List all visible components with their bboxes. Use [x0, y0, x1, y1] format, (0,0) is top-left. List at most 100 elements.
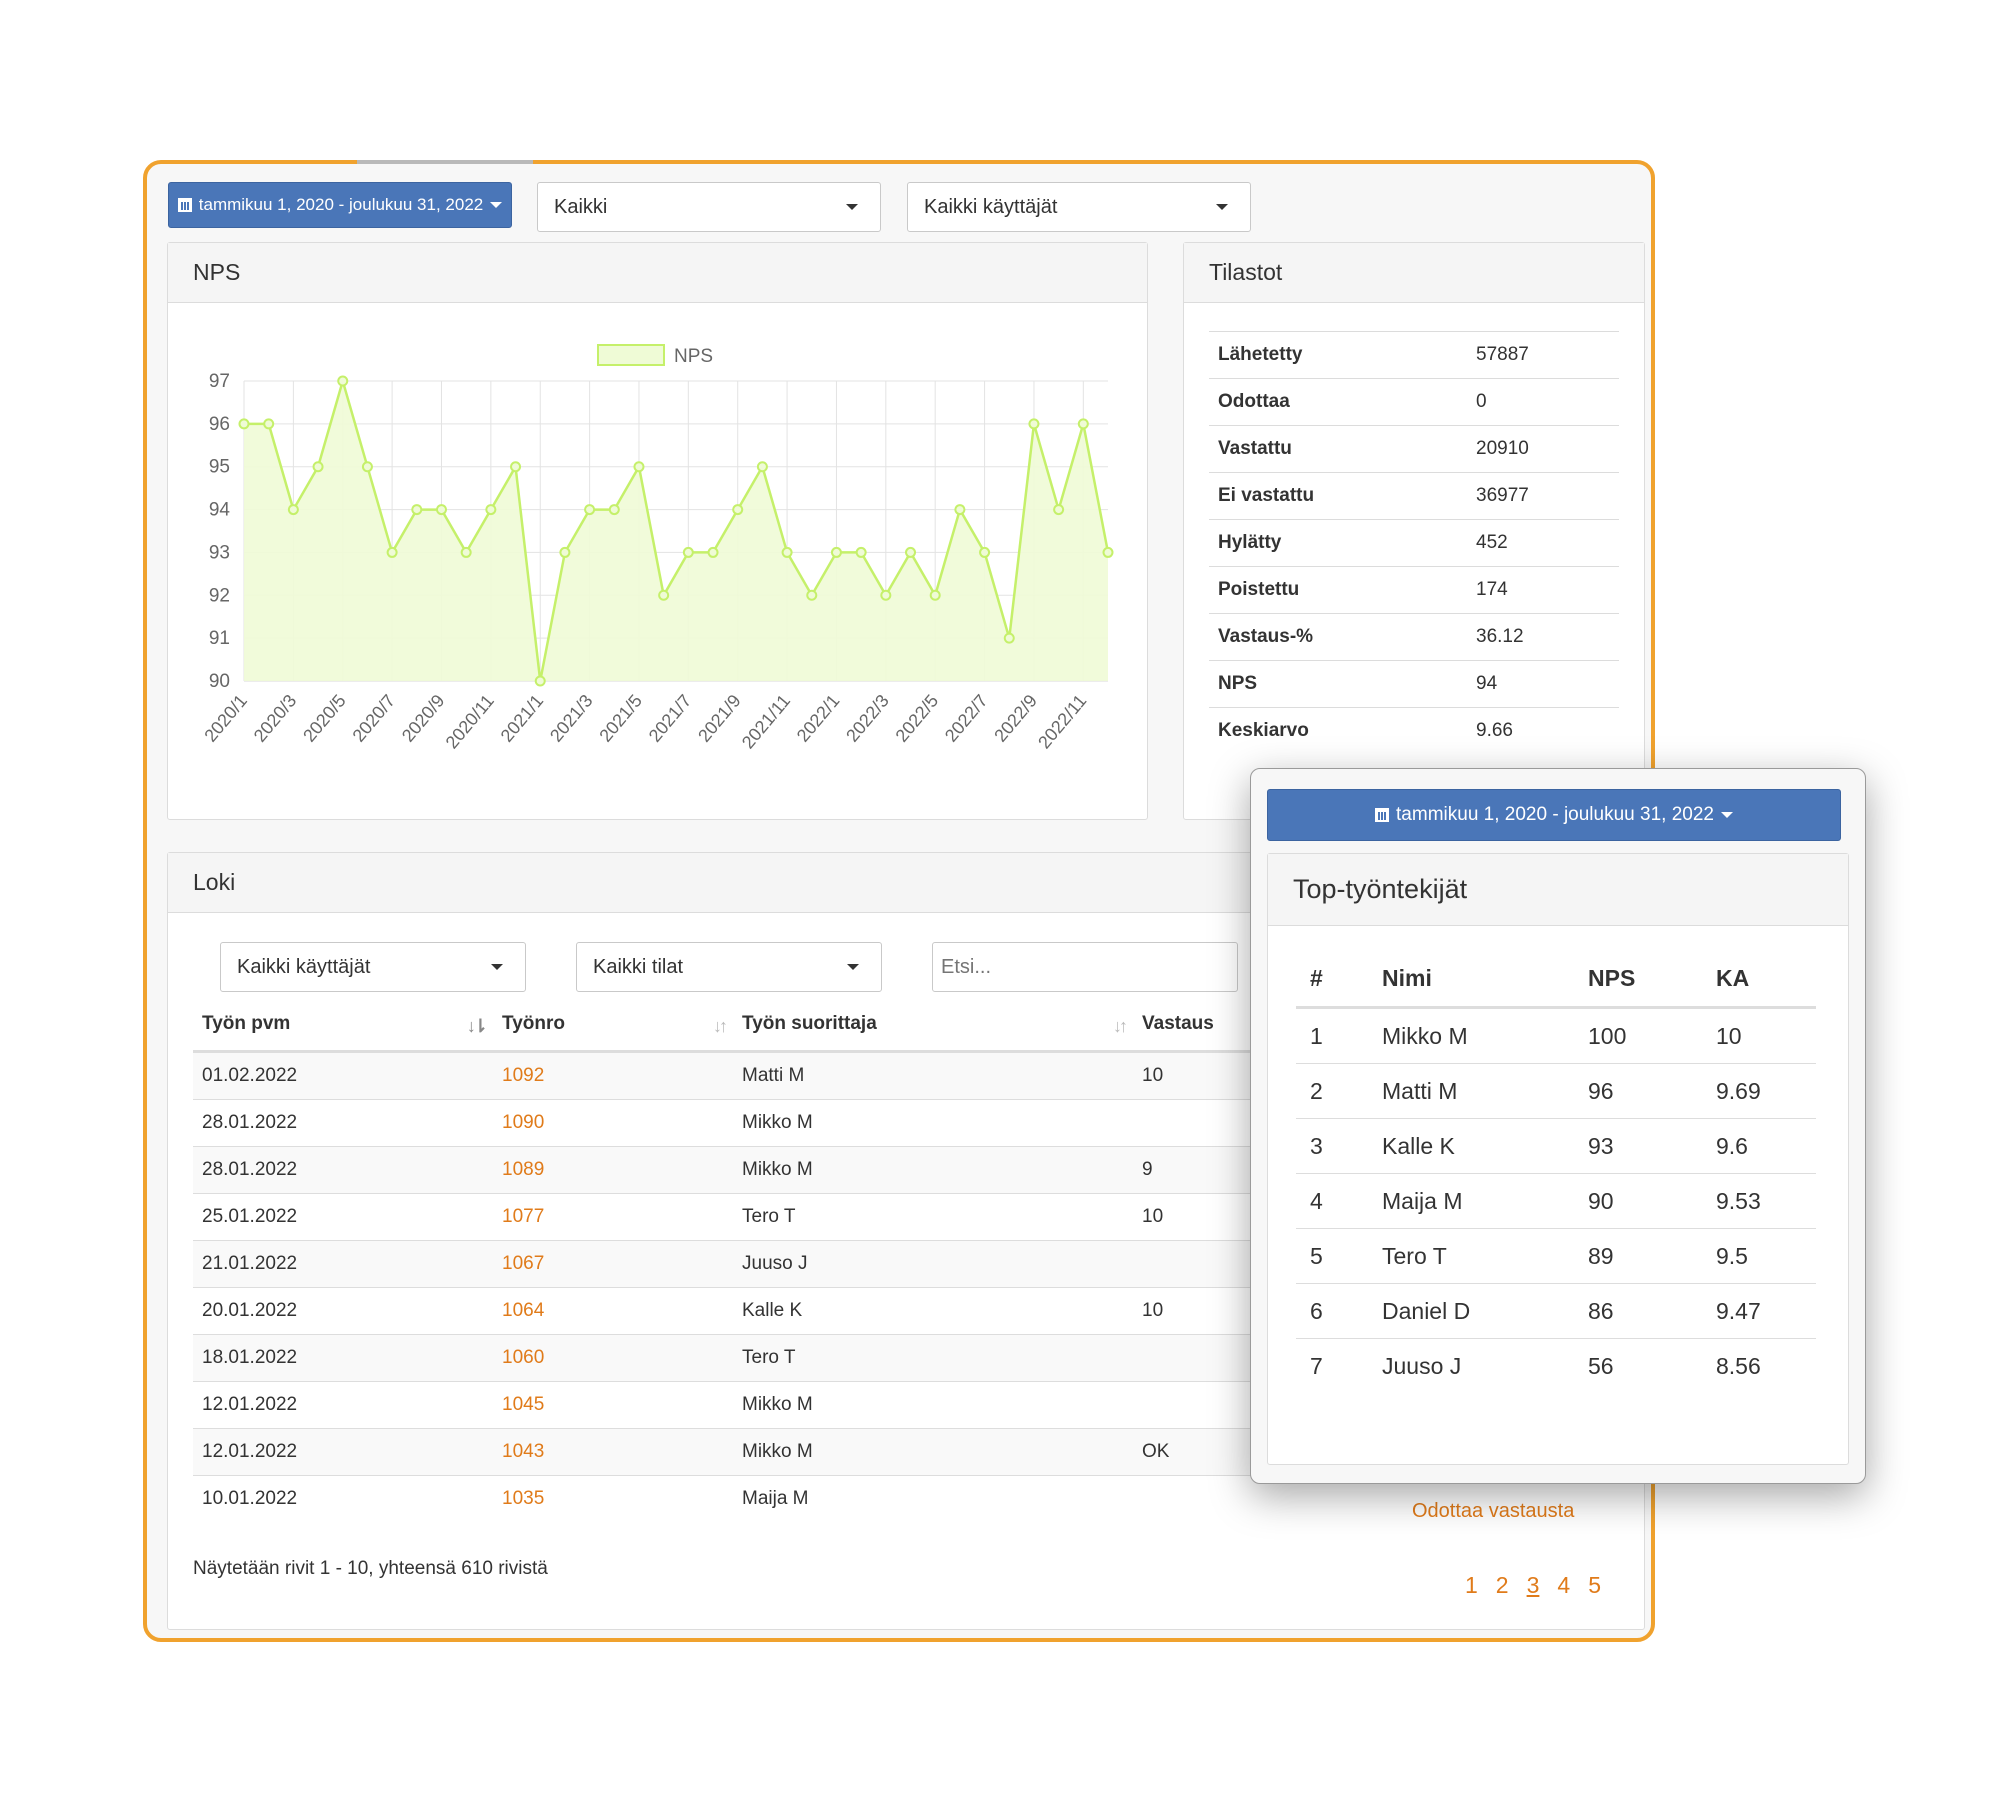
- x-tick-label: 2022/11: [1034, 691, 1090, 753]
- cell-nps: 56: [1574, 1338, 1702, 1393]
- type-select[interactable]: Kaikki: [537, 182, 881, 232]
- nps-point: [337, 375, 349, 387]
- cell-worker: Tero T: [733, 1193, 1133, 1241]
- x-tick-label: 2021/1: [497, 691, 548, 746]
- col-header-job[interactable]: Työnro ↓↑: [493, 998, 733, 1053]
- nps-point: [238, 418, 250, 430]
- x-tick-label: 2021/7: [645, 691, 696, 746]
- cell-job-link[interactable]: 1089: [493, 1146, 733, 1194]
- stats-panel: Tilastot Lähetetty 57887 Odottaa 0 Vastattu 2…: [1183, 242, 1645, 820]
- page-link[interactable]: 5: [1588, 1572, 1601, 1598]
- cell-nps: 90: [1574, 1173, 1702, 1229]
- col-header-date-label: Työn pvm: [202, 1013, 291, 1034]
- sort-icon[interactable]: ↓↑: [1113, 1016, 1128, 1036]
- stats-row: Hylätty 452: [1209, 519, 1619, 567]
- col-header-answer-label: Vastaus: [1142, 1013, 1214, 1034]
- user-select[interactable]: Kaikki käyttäjät: [907, 182, 1251, 232]
- cell-answer: 10: [1133, 1051, 1271, 1100]
- status-awaiting-answer[interactable]: Odottaa vastausta: [1412, 1500, 1575, 1522]
- cell-job-link[interactable]: 1045: [493, 1381, 733, 1429]
- cell-job-link[interactable]: 1064: [493, 1287, 733, 1335]
- page-link[interactable]: 4: [1557, 1572, 1571, 1598]
- nps-point: [658, 589, 670, 601]
- cell-name: Mikko M: [1368, 1007, 1574, 1064]
- type-select-value: Kaikki: [554, 195, 608, 218]
- top-worker-row: 6 Daniel D 86 9.47: [1296, 1283, 1816, 1339]
- stats-row: Vastattu 20910: [1209, 425, 1619, 473]
- date-range-button[interactable]: tammikuu 1, 2020 - joulukuu 31, 2022: [168, 182, 512, 228]
- log-status-select[interactable]: Kaikki tilat: [576, 942, 882, 992]
- sort-desc-icon[interactable]: ↓⇂: [466, 1016, 488, 1036]
- page-link[interactable]: 2: [1495, 1572, 1509, 1598]
- chevron-down-icon: [1216, 204, 1228, 210]
- cell-job-link[interactable]: 1060: [493, 1334, 733, 1382]
- log-user-select[interactable]: Kaikki käyttäjät: [220, 942, 526, 992]
- nps-point: [682, 546, 694, 558]
- cell-job-link[interactable]: 1092: [493, 1051, 733, 1100]
- y-tick-label: 97: [209, 371, 230, 392]
- table-row[interactable]: 20.01.2022 1064 Kalle K 10: [193, 1287, 1271, 1335]
- stats-label: Hylätty: [1209, 519, 1467, 567]
- cell-worker: Matti M: [733, 1051, 1133, 1100]
- cell-name: Daniel D: [1368, 1283, 1574, 1339]
- chevron-down-icon: [1720, 812, 1733, 818]
- x-tick-label: 2022/3: [842, 691, 893, 746]
- top-workers-title: Top-työntekijät: [1268, 854, 1848, 926]
- stats-row: NPS 94: [1209, 660, 1619, 708]
- cell-worker: Kalle K: [733, 1287, 1133, 1335]
- y-tick-label: 95: [209, 457, 230, 478]
- stats-value: 36.12: [1467, 613, 1619, 661]
- table-row[interactable]: 18.01.2022 1060 Tero T: [193, 1334, 1271, 1382]
- page-link[interactable]: 1: [1465, 1572, 1478, 1598]
- stats-label: Poistettu: [1209, 566, 1467, 614]
- col-header-worker[interactable]: Työn suorittaja ↓↑: [733, 998, 1133, 1053]
- cell-ka: 9.69: [1702, 1063, 1816, 1119]
- y-tick-label: 94: [209, 500, 231, 521]
- cell-answer: 10: [1133, 1287, 1271, 1335]
- x-tick-label: 2022/1: [793, 691, 844, 746]
- popup-date-range-button[interactable]: tammikuu 1, 2020 - joulukuu 31, 2022: [1267, 789, 1841, 841]
- log-search-input[interactable]: [932, 942, 1238, 992]
- popup-date-range-label: tammikuu 1, 2020 - joulukuu 31, 2022: [1396, 804, 1714, 825]
- table-row[interactable]: 12.01.2022 1043 Mikko M OK: [193, 1428, 1271, 1476]
- cell-rank: 1: [1296, 1007, 1368, 1064]
- cell-date: 18.01.2022: [193, 1334, 493, 1382]
- cell-job-link[interactable]: 1043: [493, 1428, 733, 1476]
- nps-chart: 90 91 92 93 94 95 96 97 2020/12020/32020/52020/7…: [200, 344, 1114, 753]
- table-row[interactable]: 21.01.2022 1067 Juuso J: [193, 1240, 1271, 1288]
- nps-point: [707, 546, 719, 558]
- table-row[interactable]: 10.01.2022 1035 Maija M: [193, 1475, 1271, 1522]
- page-link[interactable]: 3: [1526, 1572, 1540, 1598]
- cell-name: Maija M: [1368, 1173, 1574, 1229]
- y-tick-label: 91: [209, 628, 230, 649]
- cell-job-link[interactable]: 1077: [493, 1193, 733, 1241]
- nps-point: [1077, 418, 1089, 430]
- table-row[interactable]: 28.01.2022 1090 Mikko M: [193, 1099, 1271, 1147]
- table-row[interactable]: 01.02.2022 1092 Matti M 10: [193, 1051, 1271, 1100]
- chevron-down-icon: [490, 202, 503, 208]
- x-tick-label: 2020/7: [348, 691, 399, 746]
- y-tick-label: 90: [209, 671, 230, 692]
- cell-rank: 3: [1296, 1118, 1368, 1174]
- cell-job-link[interactable]: 1067: [493, 1240, 733, 1288]
- cell-answer: [1133, 1240, 1271, 1288]
- cell-ka: 9.6: [1702, 1118, 1816, 1174]
- log-table: Työn pvm ↓⇂ Työnro ↓↑ Työn suorittaja ↓↑ Va…: [193, 998, 1271, 1522]
- col-header-job-label: Työnro: [502, 1013, 565, 1034]
- table-row[interactable]: 25.01.2022 1077 Tero T 10: [193, 1193, 1271, 1241]
- col-header-answer[interactable]: Vastaus: [1133, 998, 1271, 1053]
- nps-point: [880, 589, 892, 601]
- stats-value: 174: [1467, 566, 1619, 614]
- cell-answer: [1133, 1381, 1271, 1429]
- stats-value: 94: [1467, 660, 1619, 708]
- cell-ka: 9.53: [1702, 1173, 1816, 1229]
- stats-label: Odottaa: [1209, 378, 1467, 426]
- date-range-label: tammikuu 1, 2020 - joulukuu 31, 2022: [198, 195, 484, 214]
- nps-point: [1102, 546, 1114, 558]
- table-row[interactable]: 12.01.2022 1045 Mikko M: [193, 1381, 1271, 1429]
- sort-icon[interactable]: ↓↑: [713, 1016, 728, 1036]
- cell-job-link[interactable]: 1090: [493, 1099, 733, 1147]
- col-header-date[interactable]: Työn pvm ↓⇂: [193, 998, 493, 1053]
- cell-job-link[interactable]: 1035: [493, 1475, 733, 1522]
